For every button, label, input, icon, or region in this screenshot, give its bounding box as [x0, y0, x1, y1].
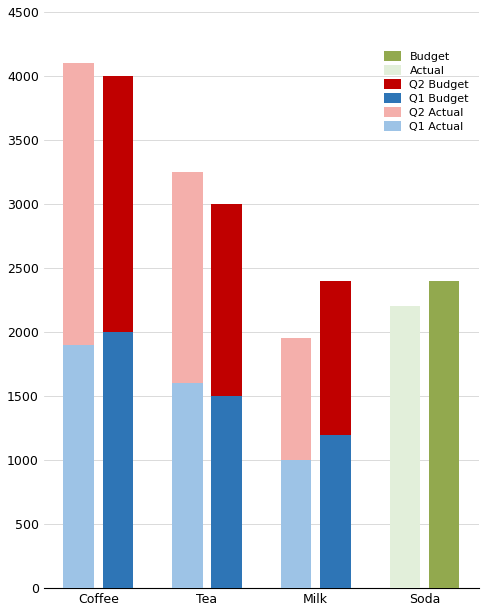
Bar [103, 332, 133, 588]
Bar [211, 396, 242, 588]
Bar [320, 281, 350, 435]
Bar [281, 460, 312, 588]
Bar [281, 338, 312, 460]
Bar [390, 306, 420, 588]
Bar [172, 172, 203, 383]
Bar [429, 281, 459, 588]
Bar [64, 345, 94, 588]
Bar [320, 435, 350, 588]
Legend: Budget, Actual, Q2 Budget, Q1 Budget, Q2 Actual, Q1 Actual: Budget, Actual, Q2 Budget, Q1 Budget, Q2… [380, 47, 473, 137]
Bar [64, 63, 94, 345]
Bar [103, 76, 133, 332]
Bar [172, 383, 203, 588]
Bar [211, 204, 242, 396]
